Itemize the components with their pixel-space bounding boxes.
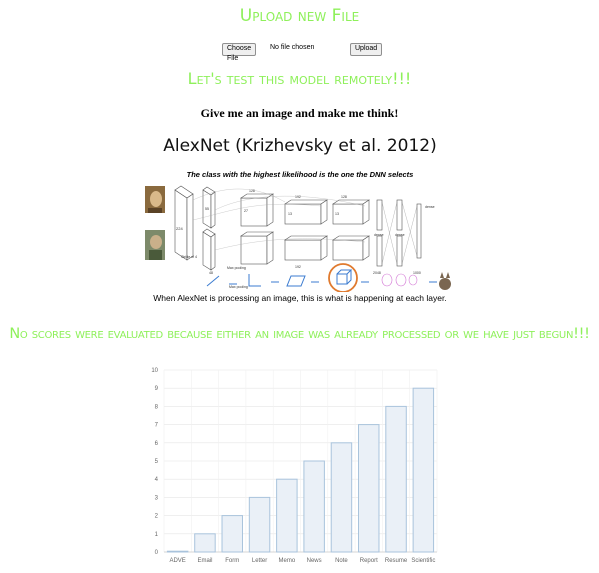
bar-note <box>330 442 353 553</box>
y-tick-label: 3 <box>155 495 159 501</box>
bar-form <box>221 515 243 553</box>
x-tick-label: Email <box>197 558 212 564</box>
alexnet-caption: When AlexNet is processing an image, thi… <box>153 293 447 303</box>
alexnet-architecture-figure: 224 Stride of 4 55 48 128 27 Max pooling <box>145 185 451 292</box>
scores-bar-chart: 0 1 2 3 4 5 6 7 8 9 10 ADVE Email Form Letter Memo News… <box>151 368 438 564</box>
label-192-a: 192 <box>295 195 301 199</box>
x-tick-label: News <box>307 558 322 564</box>
choose-file-button[interactable]: Choose File <box>222 43 257 62</box>
bar-letter <box>248 496 271 553</box>
y-tick-label: 10 <box>151 368 158 374</box>
y-tick-label: 1 <box>155 532 159 538</box>
chart-y-ticks: 0 1 2 3 4 5 6 7 8 9 10 <box>151 368 158 556</box>
feature-lines <box>192 188 366 251</box>
bar-resume <box>385 405 407 553</box>
x-tick-label: Form <box>225 558 239 564</box>
y-tick-label: 2 <box>155 514 159 520</box>
label-max-pooling-b: Max pooling <box>229 285 248 289</box>
y-tick-label: 4 <box>155 477 159 483</box>
x-tick-label: Report <box>360 558 378 564</box>
upload-button[interactable]: Upload <box>350 43 383 56</box>
x-tick-label: Scientific <box>411 558 435 564</box>
label-55: 55 <box>205 207 209 211</box>
label-192-b: 192 <box>295 265 301 269</box>
chart-bars <box>166 387 435 553</box>
face-sketches <box>381 273 418 287</box>
conv1-block <box>202 186 216 271</box>
y-tick-label: 7 <box>155 423 159 429</box>
highlight-circle <box>328 263 358 292</box>
conv3-block <box>284 199 328 261</box>
conv2-block <box>240 193 274 265</box>
label-2048: 2048 <box>373 271 381 275</box>
x-tick-label: Note <box>335 558 348 564</box>
label-27: 27 <box>244 209 248 213</box>
x-tick-label: ADVE <box>169 558 185 564</box>
upload-title: Upload new File <box>239 6 360 26</box>
alexnet-diagram: AlexNet (Krizhevsky et al. 2012) The cla… <box>145 136 455 306</box>
label-dense-b: dense <box>374 233 384 237</box>
alexnet-subtitle: The class with the highest likelihood is… <box>186 170 414 179</box>
status-message: No scores were evaluated because either … <box>9 326 590 342</box>
bar-email <box>194 533 216 553</box>
alexnet-title: AlexNet (Krizhevsky et al. 2012) <box>163 136 437 156</box>
input-photo-top <box>145 186 165 213</box>
label-128-a: 128 <box>249 189 255 193</box>
label-13-a: 13 <box>288 212 292 216</box>
bar-memo <box>276 478 298 553</box>
label-dense-a: dense <box>425 205 435 209</box>
input-layer-block <box>174 185 194 261</box>
bar-scientific <box>412 387 435 553</box>
conv4-block <box>332 199 370 261</box>
chart-x-ticks: ADVE Email Form Letter Memo News Note Report Res… <box>169 558 435 564</box>
cat-image <box>439 272 451 290</box>
label-1000: 1000 <box>413 271 421 275</box>
chart-grid <box>163 369 438 553</box>
y-tick-label: 8 <box>155 404 159 410</box>
label-128-b: 128 <box>341 195 347 199</box>
x-tick-label: Letter <box>252 558 267 564</box>
y-tick-label: 9 <box>155 386 159 392</box>
bar-report <box>358 424 380 553</box>
prompt-text: Give me an image and make me think! <box>200 106 399 120</box>
file-status-text: No file chosen <box>270 44 315 51</box>
label-48: 48 <box>209 271 213 275</box>
label-13-b: 13 <box>335 212 339 216</box>
y-tick-label: 6 <box>155 441 159 447</box>
dense-connections <box>381 201 418 265</box>
label-stride: Stride of 4 <box>181 255 197 259</box>
x-tick-label: Resume <box>385 558 408 564</box>
label-224: 224 <box>176 226 183 231</box>
test-title: Let's test this model remotely!!! <box>187 69 412 88</box>
label-dense-c: dense <box>395 233 405 237</box>
y-tick-label: 5 <box>155 459 159 465</box>
bar-news <box>303 460 325 553</box>
x-tick-label: Memo <box>279 558 296 564</box>
dense-layers <box>376 199 422 267</box>
bar-adve <box>166 550 189 553</box>
label-max-pooling-a: Max pooling <box>227 266 246 270</box>
input-photo-bottom <box>145 230 165 260</box>
feature-visualization-row <box>206 269 437 287</box>
y-tick-label: 0 <box>155 550 159 556</box>
